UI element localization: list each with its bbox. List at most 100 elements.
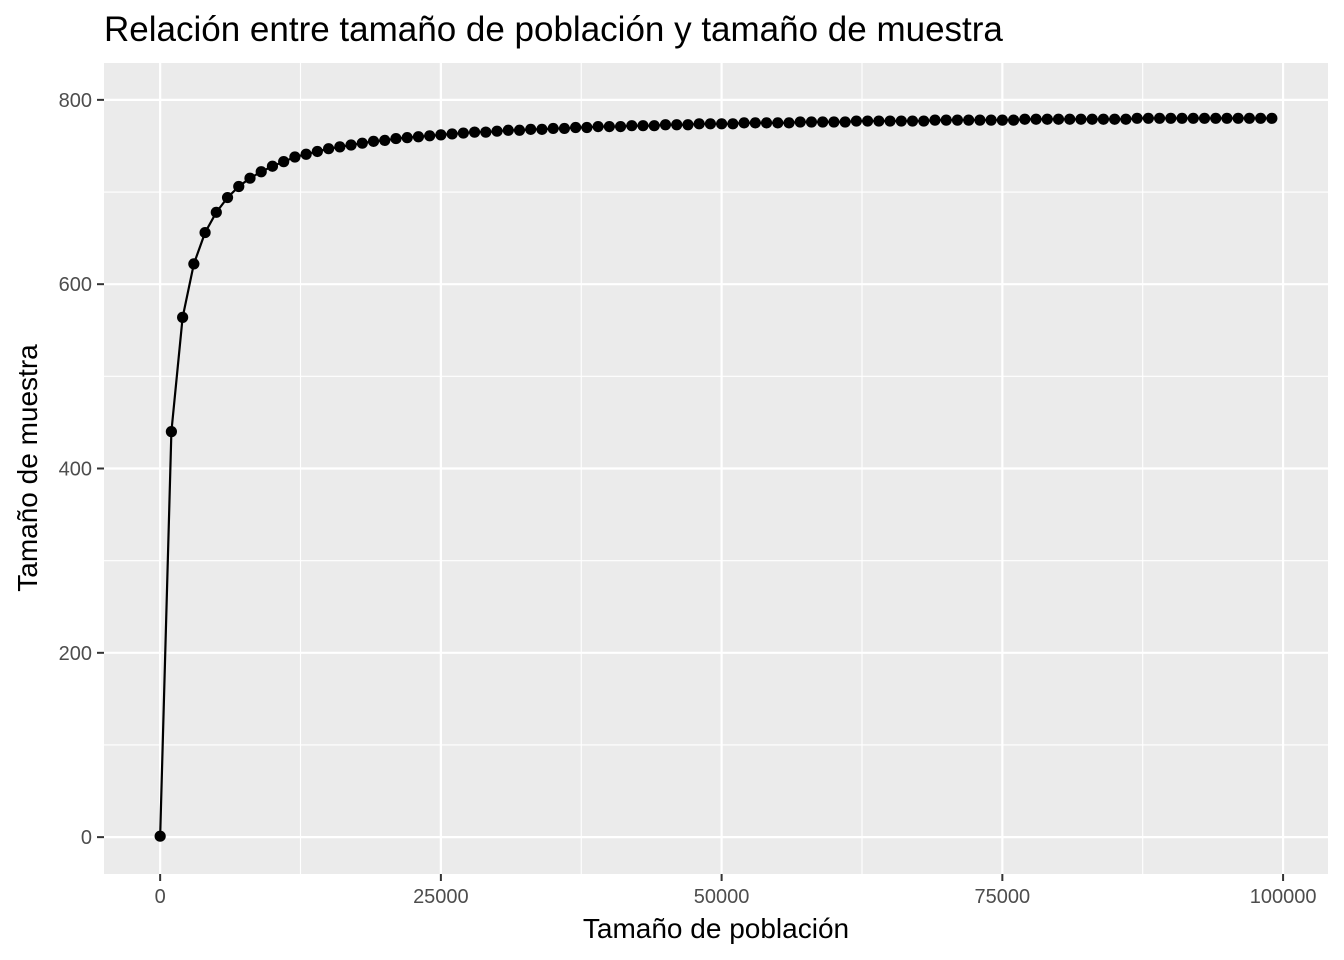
data-point (996, 114, 1008, 126)
data-point (311, 145, 323, 158)
data-point (817, 116, 829, 128)
data-point (390, 132, 402, 145)
data-point (1210, 112, 1222, 124)
data-point (525, 123, 537, 135)
data-point (671, 119, 683, 131)
data-point (323, 143, 335, 155)
chart-title: Relación entre tamaño de población y tam… (104, 10, 1003, 49)
data-point (1142, 112, 1154, 124)
data-point (356, 137, 368, 149)
data-point (626, 120, 638, 132)
y-axis-title: Tamaño de muestra (12, 344, 43, 592)
data-point (435, 129, 447, 141)
x-tick-label: 25000 (413, 886, 469, 908)
data-point (693, 118, 705, 130)
data-point (457, 127, 469, 139)
data-point (772, 117, 784, 129)
data-point (805, 116, 818, 128)
data-point (177, 311, 189, 323)
data-point (895, 115, 907, 127)
data-point (1176, 112, 1188, 124)
data-point (1075, 113, 1087, 125)
data-point (1131, 112, 1143, 124)
grid-major (104, 63, 1328, 874)
data-point (1243, 112, 1256, 124)
data-point (367, 135, 380, 147)
data-point (614, 120, 627, 133)
data-point (749, 117, 761, 129)
data-point (760, 117, 773, 129)
data-point (199, 226, 211, 239)
data-point (570, 121, 582, 134)
data-point (278, 156, 290, 168)
data-point (1019, 113, 1031, 125)
data-point (839, 116, 851, 128)
data-point (1255, 112, 1267, 124)
data-point (884, 115, 896, 127)
data-point (581, 121, 593, 134)
y-tick-label: 200 (59, 643, 92, 665)
x-tick-label: 0 (155, 886, 166, 908)
data-point (255, 166, 267, 178)
data-point (716, 118, 728, 130)
data-point (873, 115, 885, 127)
data-point (738, 117, 750, 129)
series-line (159, 117, 1272, 837)
data-point (1266, 112, 1278, 124)
data-point (233, 180, 245, 193)
data-point (929, 114, 941, 126)
data-point (300, 148, 312, 160)
y-tick-label: 800 (59, 90, 92, 112)
data-point (603, 120, 615, 133)
data-point (1086, 113, 1098, 125)
data-point (244, 172, 256, 184)
data-point (345, 139, 357, 151)
data-point (963, 114, 975, 126)
data-point (637, 120, 649, 132)
data-point (480, 126, 492, 138)
data-point (1064, 113, 1076, 125)
data-point (659, 119, 672, 131)
data-point (547, 122, 559, 135)
data-point (974, 114, 986, 126)
data-point (446, 128, 458, 140)
data-point (379, 134, 391, 147)
data-point (940, 114, 952, 126)
data-point (502, 124, 514, 136)
y-axis: 0 200 400 600 800 (59, 90, 104, 849)
data-point (558, 122, 571, 135)
data-point (491, 125, 503, 137)
data-point (1153, 112, 1166, 124)
data-point (906, 115, 919, 127)
data-point (1187, 112, 1199, 124)
data-point (1030, 113, 1042, 125)
data-point (704, 118, 717, 130)
data-point (1007, 114, 1020, 126)
data-point (850, 115, 862, 127)
data-point (918, 115, 930, 127)
data-point (794, 116, 806, 128)
x-tick-label: 75000 (975, 886, 1031, 908)
data-point (536, 123, 548, 135)
y-tick-label: 400 (59, 459, 92, 481)
data-point (468, 126, 481, 138)
data-point (783, 117, 795, 129)
x-tick-label: 100000 (1250, 886, 1317, 908)
data-point (727, 118, 739, 130)
data-point (154, 830, 166, 842)
data-point (682, 119, 694, 131)
x-axis: 0 25000 50000 75000 100000 (155, 874, 1317, 908)
data-point (221, 191, 234, 204)
data-point (165, 426, 177, 438)
x-axis-title: Tamaño de población (583, 913, 849, 944)
data-point (1052, 113, 1065, 125)
data-point (985, 114, 997, 126)
x-tick-label: 50000 (694, 886, 750, 908)
data-point (592, 120, 604, 133)
data-point (188, 258, 200, 270)
data-point (412, 131, 425, 143)
data-point (1097, 113, 1110, 125)
data-point (648, 120, 660, 132)
series-points (154, 112, 1278, 842)
data-point (289, 151, 301, 163)
